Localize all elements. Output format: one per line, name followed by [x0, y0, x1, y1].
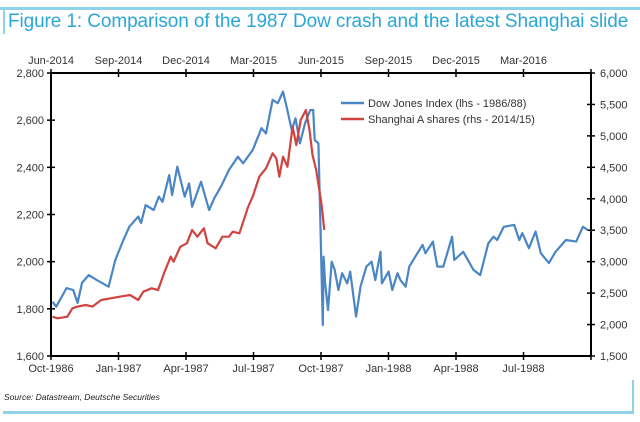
legend-label: Shanghai A shares (rhs - 2014/15)	[368, 114, 535, 126]
x-bottom-tick-label: Jan-1987	[96, 363, 142, 375]
y-right-tick-label: 4,500	[600, 162, 628, 174]
y-right-tick-label: 6,000	[600, 68, 628, 80]
figure-title: Figure 1: Comparison of the 1987 Dow cra…	[8, 11, 629, 32]
y-right-tick-label: 2,000	[600, 320, 628, 332]
x-top-tick-label: Sep-2014	[95, 55, 143, 67]
x-top-tick-label: Sep-2015	[365, 55, 413, 67]
x-top-tick-label: Jun-2015	[298, 55, 344, 67]
bottom-border	[3, 411, 634, 414]
x-top-tick-label: Dec-2014	[162, 55, 210, 67]
x-bottom-tick-label: Jul-1987	[232, 363, 274, 375]
x-bottom-tick-label: Oct-1986	[28, 363, 73, 375]
top-border	[0, 7, 640, 10]
y-left-tick-label: 2,400	[16, 162, 44, 174]
y-left-tick-label: 2,000	[16, 257, 44, 269]
x-bottom-tick-label: Jul-1988	[502, 363, 544, 375]
y-right-tick-label: 5,000	[600, 131, 628, 143]
x-top-tick-label: Mar-2015	[230, 55, 277, 67]
x-bottom-tick-label: Oct-1987	[298, 363, 343, 375]
legend-label: Dow Jones Index (lhs - 1986/88)	[368, 98, 526, 110]
x-top-tick-label: Mar-2016	[500, 55, 547, 67]
x-bottom-tick-label: Apr-1988	[433, 363, 478, 375]
x-top-tick-label: Dec-2015	[432, 55, 480, 67]
y-right-tick-label: 1,500	[600, 351, 628, 363]
y-right-tick-label: 3,500	[600, 225, 628, 237]
x-bottom-tick-label: Apr-1987	[163, 363, 208, 375]
y-right-tick-label: 3,000	[600, 257, 628, 269]
y-right-tick-label: 4,000	[600, 194, 628, 206]
shanghai-line	[52, 108, 326, 320]
y-left-tick-label: 2,600	[16, 115, 44, 127]
y-left-tick-label: 2,800	[16, 68, 44, 80]
dow-jones-line	[51, 90, 589, 327]
x-top-tick-label: Jun-2014	[28, 55, 74, 67]
y-right-tick-label: 2,500	[600, 288, 628, 300]
bottom-accent-bar	[632, 380, 634, 413]
y-left-tick-label: 1,800	[16, 304, 44, 316]
y-left-tick-label: 1,600	[16, 351, 44, 363]
x-bottom-tick-label: Jan-1988	[366, 363, 412, 375]
y-right-tick-label: 5,500	[600, 99, 628, 111]
source-note: Source: Datastream, Deutsche Securities	[4, 392, 160, 402]
title-accent-bar	[3, 10, 5, 34]
y-left-tick-label: 2,200	[16, 210, 44, 222]
